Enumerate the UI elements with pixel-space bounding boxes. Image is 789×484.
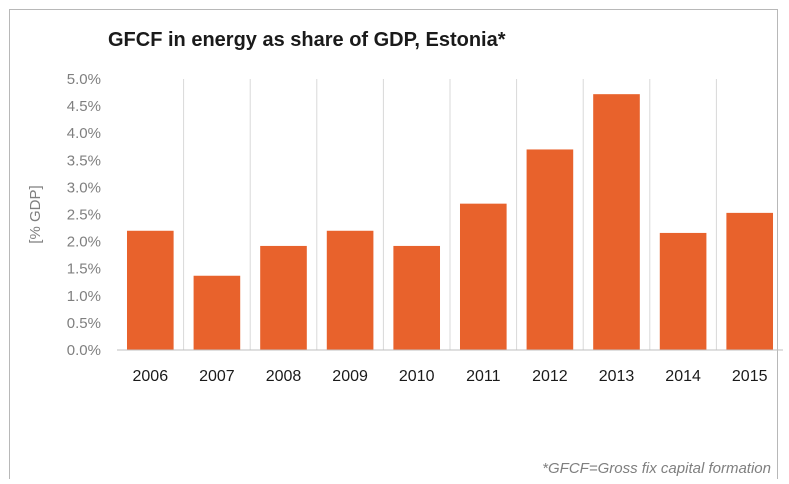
y-tick-label: 0.5%	[67, 315, 101, 332]
bar-2008	[260, 245, 307, 350]
x-tick-label: 2010	[399, 368, 435, 385]
y-axis-label: [% GDP]	[27, 185, 44, 243]
bar-2006	[126, 230, 174, 350]
x-tick-label: 2013	[599, 368, 635, 385]
x-tick-label: 2006	[133, 368, 169, 385]
chart-title: GFCF in energy as share of GDP, Estonia*	[108, 29, 506, 51]
x-tick-label: 2015	[732, 368, 768, 385]
y-tick-label: 4.0%	[67, 125, 101, 142]
x-tick-label: 2011	[466, 368, 501, 385]
bar-2013	[593, 94, 640, 351]
grid-lines	[183, 79, 717, 350]
y-tick-label: 0.0%	[67, 342, 101, 359]
x-tick-label: 2012	[532, 368, 568, 385]
x-axis-ticks: 2006 2007 2008 2009 2010 2011 2012 2013 2014 2015	[133, 368, 768, 385]
x-tick-label: 2014	[665, 368, 701, 385]
bar-2012	[526, 149, 574, 350]
y-tick-label: 3.0%	[67, 179, 101, 196]
y-tick-label: 1.0%	[67, 288, 101, 305]
bar-2014	[659, 232, 707, 350]
y-tick-label: 2.0%	[67, 234, 101, 251]
y-tick-label: 3.5%	[67, 152, 101, 169]
x-tick-label: 2008	[266, 368, 302, 385]
y-tick-label: 2.5%	[67, 207, 101, 224]
x-tick-label: 2007	[199, 368, 235, 385]
y-axis-ticks: 0.0% 0.5% 1.0% 1.5% 2.0% 2.5% 3.0% 3.5% 4.0% 4.5%…	[67, 71, 101, 359]
bar-2007	[193, 275, 241, 350]
x-tick-label: 2009	[332, 368, 368, 385]
bar-2009	[326, 230, 374, 350]
chart-frame	[9, 9, 778, 479]
y-tick-label: 5.0%	[67, 71, 101, 88]
bars	[126, 94, 774, 351]
y-tick-label: 1.5%	[67, 261, 101, 278]
bar-2010	[393, 245, 441, 350]
y-tick-label: 4.5%	[67, 98, 101, 115]
bar-2011	[459, 203, 507, 350]
footnote: *GFCF=Gross fix capital formation	[542, 460, 771, 477]
bar-2015	[726, 212, 774, 350]
